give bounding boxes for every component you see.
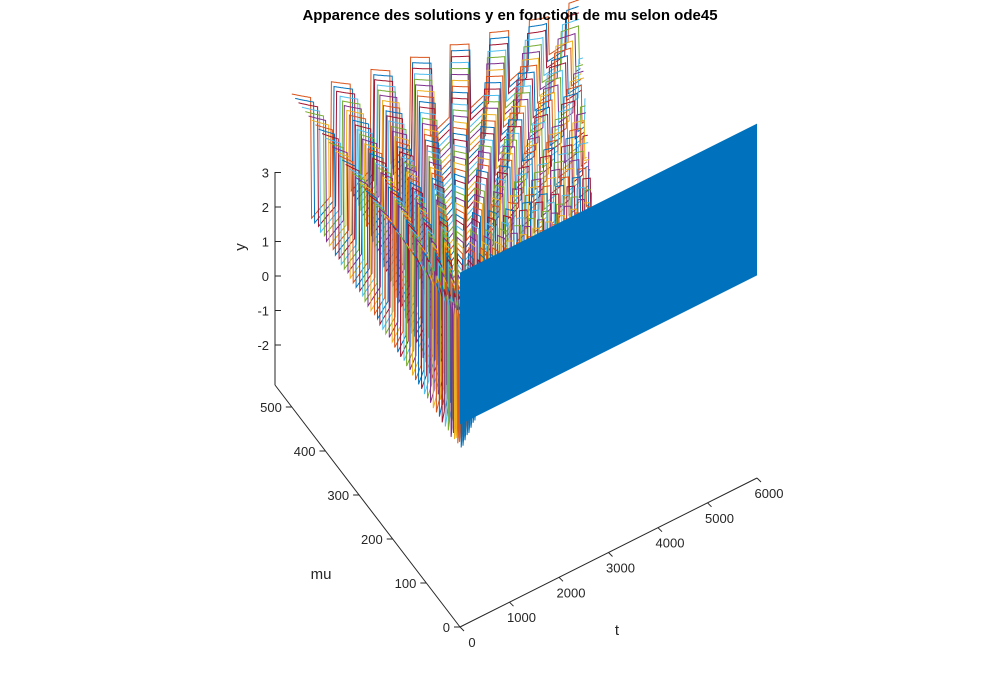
x-tick-mark bbox=[509, 601, 514, 607]
series-line-mu-470 bbox=[301, 18, 580, 234]
x-tick-label: 4000 bbox=[656, 536, 685, 551]
x-tick-label: 3000 bbox=[606, 561, 635, 576]
z-tick-label: 0 bbox=[262, 269, 269, 284]
x-tick-label: 6000 bbox=[755, 486, 784, 501]
series-line-mu-480 bbox=[298, 12, 580, 228]
z-tick-label: 2 bbox=[262, 200, 269, 215]
series-line-mu-230 bbox=[382, 159, 590, 344]
series-line-mu-420 bbox=[318, 55, 582, 257]
series-line-mu-380 bbox=[332, 70, 584, 275]
series-line-mu-200 bbox=[392, 177, 592, 358]
series-line-mu-430 bbox=[315, 47, 582, 251]
tick-labels: 0100020003000400050006000010020030040050… bbox=[257, 166, 783, 651]
z-axis-label: y bbox=[232, 243, 249, 251]
series-lines bbox=[291, 0, 599, 448]
series-line-mu-440 bbox=[311, 40, 582, 248]
series-line-mu-370 bbox=[335, 77, 585, 280]
y-tick-label: 400 bbox=[294, 444, 316, 459]
y-tick-label: 100 bbox=[395, 576, 417, 591]
z-tick-label: 1 bbox=[262, 235, 269, 250]
x-tick-mark bbox=[608, 552, 613, 557]
x-tick-label: 0 bbox=[468, 635, 475, 650]
y-tick-label: 0 bbox=[443, 620, 450, 635]
front-surface bbox=[460, 123, 757, 425]
z-tick-label: -1 bbox=[257, 304, 269, 319]
x-axis-label: t bbox=[615, 622, 620, 639]
x-tick-mark bbox=[558, 576, 564, 582]
x-tick-label: 2000 bbox=[557, 585, 586, 600]
x-tick-label: 1000 bbox=[507, 610, 536, 625]
x-tick-mark bbox=[657, 527, 663, 533]
series-line-mu-350 bbox=[342, 92, 586, 289]
series-line-mu-460 bbox=[305, 25, 581, 238]
x-tick-mark bbox=[459, 626, 465, 632]
x-tick-mark bbox=[756, 477, 762, 483]
y-axis-label: mu bbox=[311, 566, 332, 583]
y-tick-label: 300 bbox=[327, 488, 349, 503]
series-line-mu-450 bbox=[308, 32, 581, 243]
chart-title: Apparence des solutions y en fonction de… bbox=[302, 7, 717, 24]
y-axis-line bbox=[274, 384, 461, 628]
series-line-mu-160 bbox=[405, 202, 593, 376]
z-tick-label: -2 bbox=[257, 338, 269, 353]
y-tick-label: 500 bbox=[260, 400, 282, 415]
y-tick-label: 200 bbox=[361, 532, 383, 547]
z-tick-label: 3 bbox=[262, 166, 269, 181]
x-tick-mark bbox=[707, 502, 712, 508]
series-line-mu-360 bbox=[338, 84, 585, 285]
x-tick-label: 5000 bbox=[705, 511, 734, 526]
axes bbox=[274, 172, 762, 632]
